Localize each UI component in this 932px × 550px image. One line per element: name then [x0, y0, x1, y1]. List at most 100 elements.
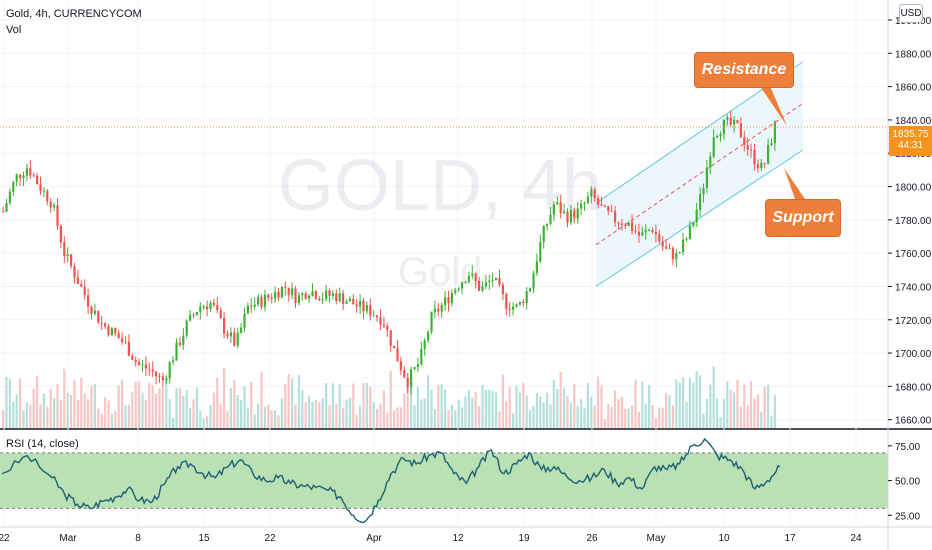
volume-bar	[753, 398, 756, 428]
price-axis[interactable]: 1660.00 1680.00 1700.00 1720.00 1740.00 1760.…	[887, 0, 932, 550]
candle-body	[236, 332, 239, 346]
volume-bar	[610, 407, 613, 428]
volume-bar	[607, 404, 610, 428]
volume-label[interactable]: Vol	[6, 24, 22, 36]
rsi-pane[interactable]	[0, 437, 888, 523]
candle-body	[291, 288, 294, 295]
volume-bar	[12, 401, 15, 428]
candle-body	[610, 210, 613, 212]
volume-bar	[274, 410, 277, 428]
volume-bar	[321, 397, 324, 428]
candle-body	[172, 360, 175, 363]
candle-body	[73, 266, 76, 278]
candle-body	[250, 305, 253, 307]
candle-body	[25, 168, 28, 176]
time-tick-label: 22	[264, 533, 276, 544]
volume-bar	[73, 380, 76, 428]
symbol-title[interactable]: Gold, 4h, CURRENCYCOM	[6, 8, 142, 20]
volume-bar	[474, 392, 477, 428]
volume-bar	[403, 393, 406, 428]
volume-bar	[131, 392, 134, 428]
rsi-label[interactable]: RSI (14, close)	[6, 438, 79, 450]
candle-body	[59, 225, 62, 243]
watermark-title: GOLD, 4h	[278, 146, 602, 226]
volume-bar	[760, 411, 763, 428]
volume-bar	[29, 404, 32, 428]
volume-bar	[267, 405, 270, 428]
volume-bar	[675, 379, 678, 428]
volume-bar	[32, 388, 35, 428]
candle-body	[352, 298, 355, 305]
volume-bar	[63, 368, 66, 428]
volume-bar	[464, 396, 467, 428]
volume-bar	[437, 384, 440, 428]
channel-lower-line	[595, 149, 804, 287]
candle-body	[624, 224, 627, 226]
candle-body	[525, 291, 528, 304]
volume-bar	[767, 384, 770, 428]
volume-bar	[447, 410, 450, 428]
resistance-callout[interactable]: Resistance	[694, 52, 794, 88]
time-axis[interactable]: 22 Mar 8 15 22 Apr 12 19 26 May 10 17 24	[0, 533, 862, 544]
candle-body	[39, 184, 42, 191]
volume-bar	[484, 389, 487, 428]
candle-body	[199, 306, 202, 312]
volume-bar	[716, 398, 719, 428]
volume-bar	[746, 405, 749, 428]
candle-body	[682, 239, 685, 253]
volume-bar	[406, 383, 409, 428]
volume-bar	[192, 399, 195, 428]
candle-body	[457, 288, 460, 290]
candle-body	[563, 211, 566, 214]
price-candles[interactable]	[2, 110, 776, 395]
support-callout[interactable]: Support	[765, 199, 841, 237]
candle-body	[226, 333, 229, 337]
candle-body	[573, 209, 576, 219]
volume-bar	[488, 389, 491, 428]
candle-body	[709, 156, 712, 168]
candle-body	[644, 230, 647, 233]
volume-bar	[396, 407, 399, 428]
candle-body	[212, 302, 215, 306]
candle-body	[569, 209, 572, 223]
channel-fill	[596, 61, 803, 287]
candle-body	[661, 241, 664, 247]
volume-bar	[719, 417, 722, 428]
volume-bar	[525, 395, 528, 428]
candle-body	[257, 297, 260, 305]
price-tick-label: 1760.00	[895, 249, 932, 260]
candle-body	[675, 252, 678, 260]
volume-bar	[444, 389, 447, 428]
candle-body	[287, 287, 290, 295]
candle-body	[97, 310, 100, 323]
volume-bar	[257, 403, 260, 428]
candle-body	[342, 293, 345, 304]
candle-body	[498, 277, 501, 285]
time-tick-label: Apr	[366, 533, 382, 544]
candle-body	[651, 230, 654, 233]
volume-bar	[733, 392, 736, 428]
candle-body	[495, 277, 498, 280]
candle-body	[19, 174, 22, 178]
candle-body	[512, 306, 515, 310]
volume-bar	[195, 387, 198, 428]
candle-body	[420, 349, 423, 365]
currency-button[interactable]: USD	[899, 4, 923, 23]
volume-bar	[39, 404, 42, 428]
candle-body	[56, 205, 59, 226]
candle-body	[308, 295, 311, 299]
candle-body	[491, 279, 494, 281]
candle-body	[22, 175, 25, 178]
volume-bar	[369, 386, 372, 428]
candle-body	[600, 204, 603, 206]
watermark-subtitle: Gold	[398, 250, 483, 294]
volume-bar	[522, 382, 525, 428]
rsi-line	[1, 437, 781, 523]
candle-body	[165, 378, 168, 381]
price-tick-label: 1780.00	[895, 216, 932, 227]
volume-bar	[736, 379, 739, 428]
candle-body	[515, 304, 518, 307]
volume-bar	[328, 405, 331, 428]
candle-body	[413, 367, 416, 370]
